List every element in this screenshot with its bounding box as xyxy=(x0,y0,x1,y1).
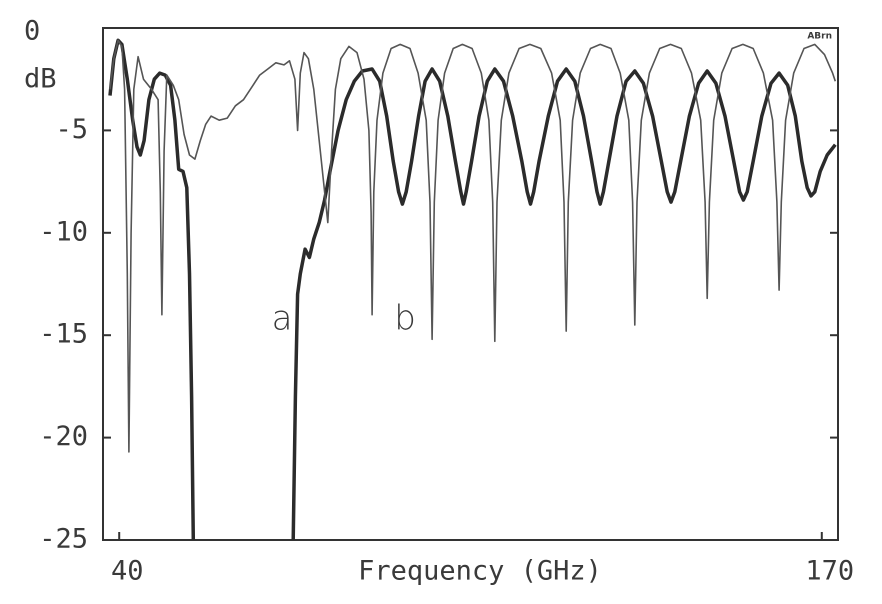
y-tick-label: -25 xyxy=(39,524,88,555)
watermark: ABrn xyxy=(807,32,832,42)
series-line xyxy=(108,38,837,540)
plot-frame xyxy=(102,27,839,541)
y-axis-label: dB xyxy=(24,64,57,95)
x-axis-label: Frequency (GHz) xyxy=(358,556,602,587)
series-label: a xyxy=(272,299,293,339)
y-tick-label: 0 xyxy=(24,16,40,47)
y-tick-label: -5 xyxy=(55,114,88,145)
series-label: b xyxy=(394,299,416,339)
x-tick-label: 40 xyxy=(111,556,144,587)
y-tick-label: -10 xyxy=(39,216,88,247)
y-tick-label: -15 xyxy=(39,319,88,350)
plot-area xyxy=(108,38,837,540)
series-line xyxy=(109,39,837,453)
y-tick-label: -20 xyxy=(39,421,88,452)
x-tick-label: 170 xyxy=(805,556,854,587)
